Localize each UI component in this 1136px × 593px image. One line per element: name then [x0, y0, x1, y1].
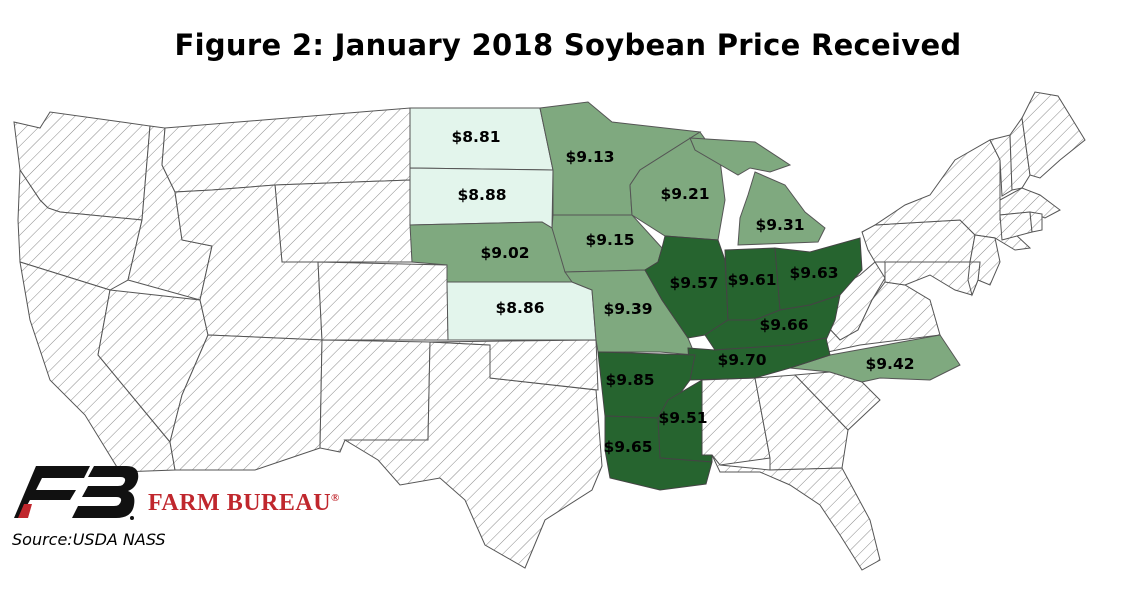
state-nm — [319, 339, 431, 453]
price-label-il: $9.57 — [669, 274, 718, 292]
state-ct — [999, 211, 1033, 241]
price-label-wi: $9.21 — [660, 185, 709, 203]
source-note: Source:USDA NASS — [12, 530, 166, 549]
state-mi — [689, 137, 792, 176]
state-sc — [793, 371, 881, 431]
price-label-mi: $9.31 — [755, 216, 804, 234]
brand-text: FARM BUREAU — [148, 490, 332, 516]
state-la — [604, 415, 713, 491]
farm-bureau-logo — [14, 466, 139, 520]
state-wy — [274, 179, 413, 263]
price-label-sd: $8.88 — [457, 186, 506, 204]
price-labels: $8.81 $8.88 $8.86 $9.02 $9.13 $9.15 $9.21 $9.31… — [451, 128, 914, 456]
price-label-ks: $8.86 — [495, 299, 544, 317]
price-label-ar: $9.85 — [605, 371, 654, 389]
state-pa — [861, 219, 976, 263]
state-me — [1021, 91, 1086, 179]
state-nh — [1009, 116, 1031, 191]
price-label-mo: $9.39 — [603, 300, 652, 318]
state-ri — [1029, 211, 1043, 233]
state-il — [644, 235, 729, 339]
price-label-ne: $9.02 — [480, 244, 529, 262]
state-tn — [687, 337, 831, 381]
state-mi-lower — [737, 171, 826, 246]
price-label-nc: $9.42 — [865, 355, 914, 373]
state-vt — [989, 134, 1013, 197]
state-fl — [711, 454, 881, 571]
state-nc — [789, 334, 961, 383]
state-mt — [161, 107, 411, 193]
registered-mark: ® — [331, 492, 340, 504]
price-label-ia: $9.15 — [585, 231, 634, 249]
state-ne — [409, 221, 573, 283]
state-co — [317, 261, 449, 341]
price-label-ms: $9.51 — [658, 409, 707, 427]
price-label-oh: $9.63 — [789, 264, 838, 282]
price-label-mn: $9.13 — [565, 148, 614, 166]
brand-name: FARM BUREAU® — [148, 490, 340, 517]
price-label-tn: $9.70 — [717, 351, 766, 369]
price-label-ky: $9.66 — [759, 316, 808, 334]
price-label-nd: $8.81 — [451, 128, 500, 146]
map-title: Figure 2: January 2018 Soybean Price Rec… — [174, 28, 962, 62]
state-de — [967, 261, 981, 297]
price-label-la: $9.65 — [603, 438, 652, 456]
price-label-in: $9.61 — [727, 271, 776, 289]
